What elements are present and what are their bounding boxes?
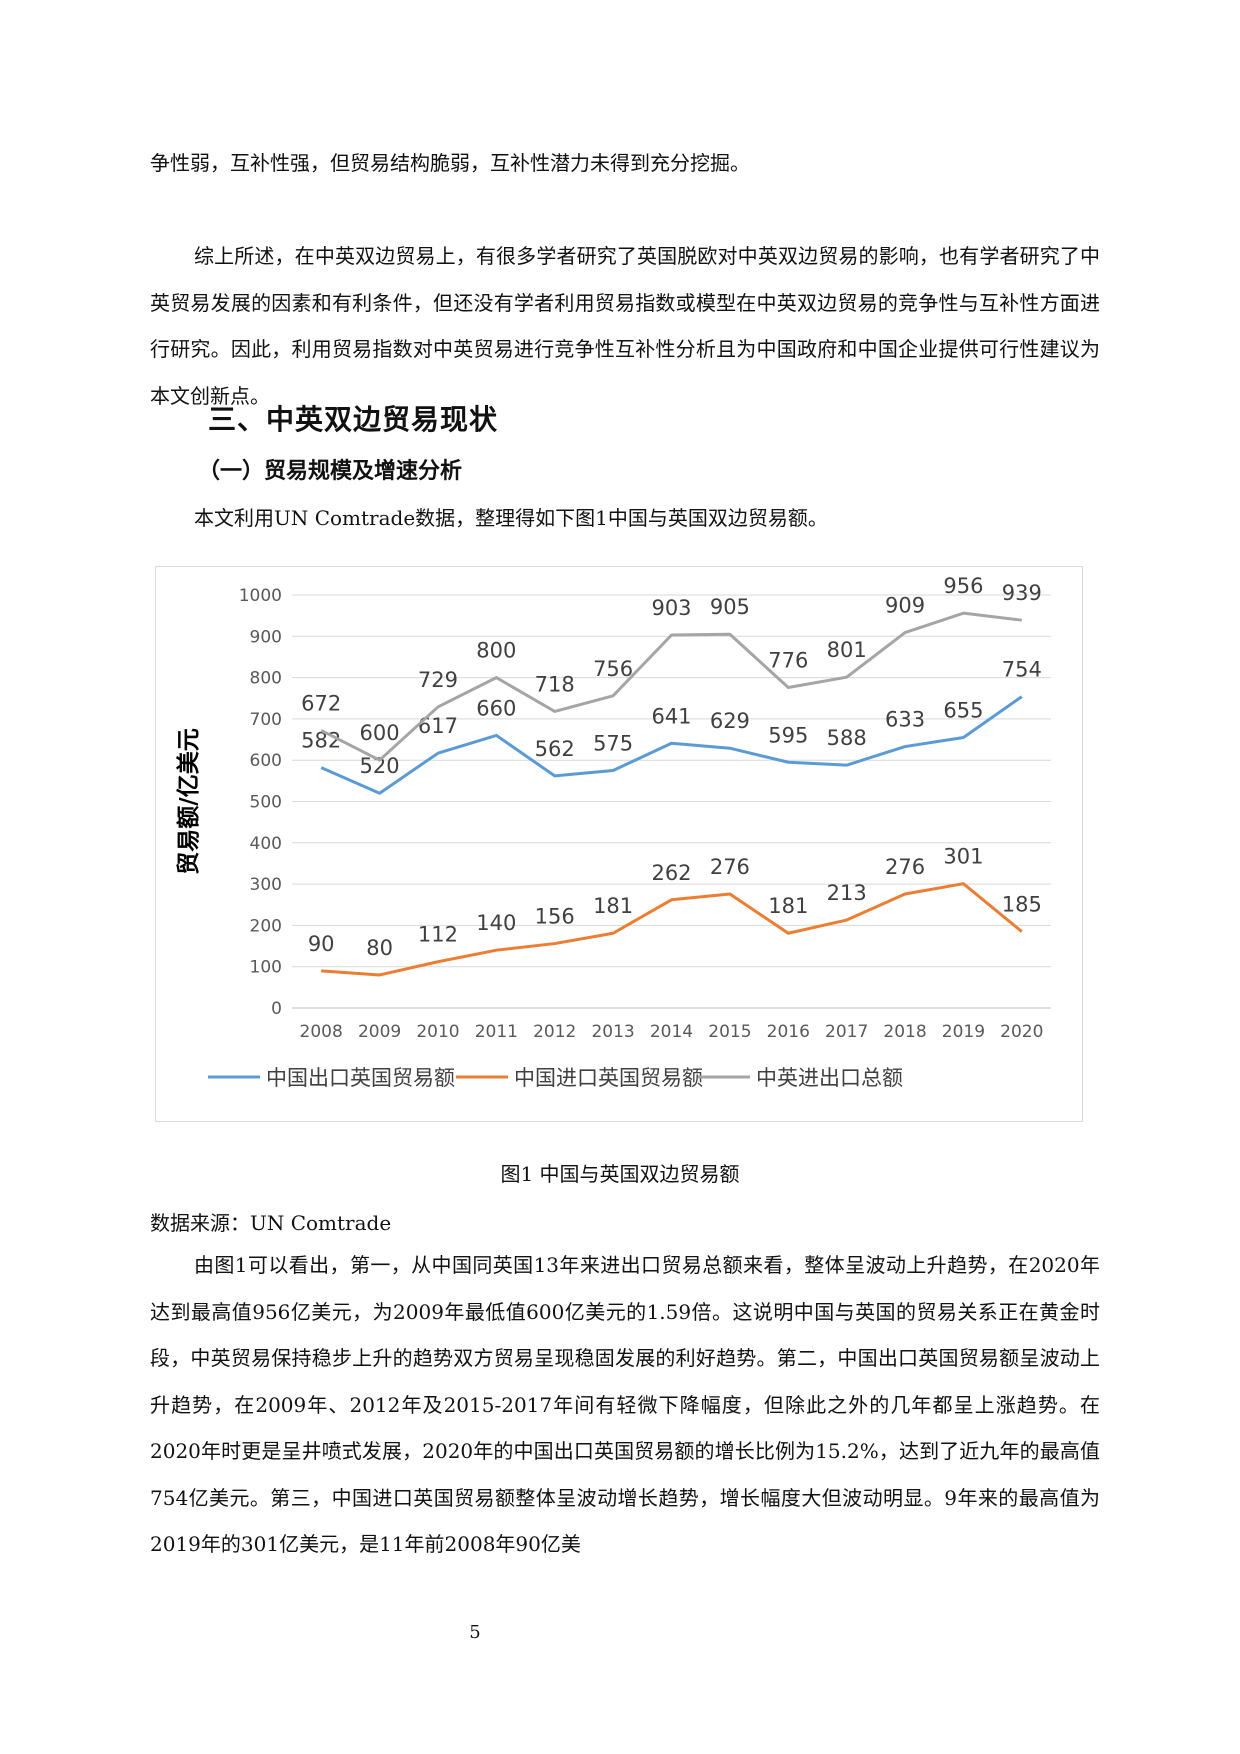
x-tick-label: 2012 (533, 1022, 576, 1042)
data-label: 301 (943, 845, 983, 869)
data-label: 956 (943, 574, 983, 598)
y-tick-label: 200 (250, 916, 282, 936)
y-tick-label: 900 (250, 627, 282, 647)
data-label: 718 (535, 672, 575, 696)
x-tick-label: 2008 (300, 1022, 343, 1042)
data-label: 185 (1002, 893, 1042, 917)
y-tick-label: 800 (250, 669, 282, 689)
data-label: 181 (768, 894, 808, 918)
x-tick-label: 2014 (650, 1022, 693, 1042)
data-label: 629 (710, 709, 750, 733)
data-label: 276 (885, 855, 925, 879)
data-label: 181 (593, 894, 633, 918)
data-label: 633 (885, 708, 925, 732)
data-label: 90 (308, 932, 335, 956)
data-label: 800 (476, 639, 516, 663)
data-label: 939 (1002, 581, 1042, 605)
chart-intro: 本文利用UN Comtrade数据，整理得如下图1中国与英国双边贸易额。 (194, 506, 828, 530)
data-label: 729 (418, 668, 458, 692)
data-label: 262 (651, 861, 691, 885)
data-source: 数据来源：UN Comtrade (150, 1211, 392, 1235)
y-tick-label: 700 (250, 710, 282, 730)
data-label: 801 (827, 638, 867, 662)
series-line (320, 695, 1023, 795)
paragraph-continuation: 争性弱，互补性强，但贸易结构脆弱，互补性潜力未得到充分挖掘。 (150, 151, 750, 175)
series-line (321, 882, 1023, 977)
data-label: 520 (360, 754, 400, 778)
paragraph-literature-summary: 综上所述，在中英双边贸易上，有很多学者研究了英国脱欧对中英双边贸易的影响，也有学… (150, 244, 1100, 408)
data-label: 562 (535, 737, 575, 761)
legend-label: 中英进出口总额 (756, 1066, 903, 1090)
x-tick-label: 2015 (708, 1022, 751, 1042)
x-tick-label: 2018 (883, 1022, 926, 1042)
page-number: 5 (469, 1622, 481, 1643)
data-label: 909 (885, 594, 925, 618)
y-tick-label: 300 (250, 875, 282, 895)
data-label: 903 (651, 596, 691, 620)
section-heading: 三、中英双边贸易现状 (208, 403, 499, 436)
figure-caption: 图1 中国与英国双边贸易额 (500, 1162, 740, 1186)
y-axis-label: 贸易额/亿美元 (175, 728, 202, 874)
data-label: 672 (301, 691, 341, 715)
data-label: 213 (827, 881, 867, 905)
x-tick-label: 2009 (358, 1022, 401, 1042)
data-label: 140 (476, 911, 516, 935)
data-label: 80 (366, 936, 393, 960)
series-line (320, 611, 1022, 762)
data-label: 156 (535, 905, 575, 929)
data-label: 276 (710, 855, 750, 879)
data-label: 112 (418, 923, 458, 947)
y-tick-label: 400 (250, 834, 282, 854)
data-label: 575 (593, 732, 633, 756)
x-tick-label: 2017 (825, 1022, 868, 1042)
y-tick-label: 0 (271, 999, 282, 1019)
data-label: 600 (360, 721, 400, 745)
legend-label: 中国出口英国贸易额 (266, 1066, 455, 1090)
x-tick-label: 2016 (767, 1022, 810, 1042)
x-tick-label: 2020 (1000, 1022, 1043, 1042)
y-tick-label: 600 (250, 751, 282, 771)
trade-chart: 0 100 200 300 400 500 600 700 800 900 1000 2008 2009… (155, 566, 1083, 1122)
x-tick-label: 2013 (591, 1022, 634, 1042)
data-label: 641 (651, 704, 691, 728)
paragraph-analysis: 由图1可以看出，第一，从中国同英国13年来进出口贸易总额来看，整体呈波动上升趋势… (150, 1253, 1100, 1556)
y-tick-label: 1000 (239, 586, 282, 606)
x-tick-label: 2011 (475, 1022, 518, 1042)
x-tick-label: 2010 (416, 1022, 459, 1042)
data-label: 756 (593, 657, 633, 681)
legend-label: 中国进口英国贸易额 (514, 1066, 703, 1090)
data-label: 754 (1002, 658, 1042, 682)
y-tick-label: 100 (250, 958, 282, 978)
data-label: 905 (710, 595, 750, 619)
data-label: 660 (476, 696, 516, 720)
subsection-heading: （一）贸易规模及增速分析 (198, 459, 463, 484)
y-tick-label: 500 (250, 793, 282, 813)
trade-line-chart: 0 100 200 300 400 500 600 700 800 900 1000 2008 2009… (175, 574, 1051, 1090)
x-tick-label: 2019 (942, 1022, 985, 1042)
data-label: 776 (768, 649, 808, 673)
data-label: 582 (301, 729, 341, 753)
data-label: 595 (768, 723, 808, 747)
data-label: 655 (943, 698, 983, 722)
data-label: 588 (827, 726, 867, 750)
